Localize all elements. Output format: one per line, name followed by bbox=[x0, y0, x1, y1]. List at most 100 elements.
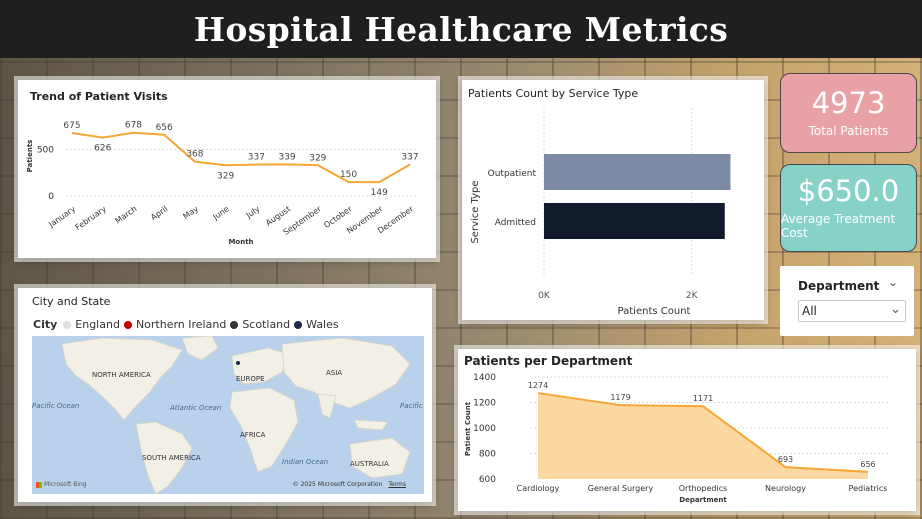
legend-dot-wales bbox=[294, 320, 303, 329]
data-label: 368 bbox=[186, 150, 203, 160]
data-label: 1171 bbox=[693, 394, 713, 403]
dept-chart-card[interactable]: Patients per Department 600 800 1000 1200 14… bbox=[458, 349, 916, 511]
label-australia: AUSTRALIA bbox=[350, 460, 389, 468]
landmass-australia bbox=[349, 437, 411, 479]
legend-title: City bbox=[33, 318, 58, 331]
data-label: 329 bbox=[217, 171, 234, 181]
x-axis-title: Patients Count bbox=[618, 306, 691, 317]
service-chart-title: Patients Count by Service Type bbox=[468, 87, 639, 100]
x-tick-label: January bbox=[46, 204, 77, 229]
x-tick-label: March bbox=[113, 204, 138, 225]
landmass-indonesia bbox=[353, 419, 389, 431]
label-indian: Indian Ocean bbox=[282, 458, 328, 466]
landmass-asia bbox=[281, 337, 411, 409]
legend-dot-scotland bbox=[230, 320, 239, 329]
chevron-down-icon[interactable]: ⌄ bbox=[890, 302, 901, 317]
y-tick-label: 0 bbox=[48, 192, 54, 202]
legend-dot-england bbox=[63, 320, 72, 329]
y-tick-label: 1400 bbox=[473, 373, 496, 383]
x-tick-label: Neurology bbox=[765, 484, 806, 493]
chevron-down-icon[interactable]: ⌄ bbox=[888, 275, 899, 289]
total-patients-card: 4973 Total Patients bbox=[780, 73, 917, 153]
x-tick-label: 0K bbox=[538, 291, 551, 301]
avg-cost-label: Average Treatment Cost bbox=[781, 211, 896, 240]
y-axis-title: Patient Count bbox=[464, 401, 472, 456]
x-axis-title: Department bbox=[679, 496, 727, 504]
y-tick-label: 500 bbox=[37, 145, 54, 155]
department-select-value: All bbox=[802, 304, 817, 318]
y-axis-title: Service Type bbox=[470, 180, 481, 243]
visits-chart-card[interactable]: Trend of Patient Visits 0 500 Patients Mont… bbox=[18, 80, 436, 258]
label-atlantic: Atlantic Ocean bbox=[169, 404, 221, 412]
service-chart-card[interactable]: Patients Count by Service Type 0K 2K Outpa… bbox=[462, 80, 764, 320]
dept-area-chart[interactable]: 600 800 1000 1200 1400 1274 1179 1171 693 656 Card… bbox=[458, 349, 916, 511]
data-label: 329 bbox=[309, 153, 326, 163]
terms-link[interactable]: Terms bbox=[388, 481, 406, 488]
data-label: 149 bbox=[371, 188, 388, 198]
series-line bbox=[71, 131, 411, 184]
visits-chart-title: Trend of Patient Visits bbox=[30, 90, 168, 103]
total-patients-label: Total Patients bbox=[808, 123, 889, 138]
y-tick-label: 800 bbox=[479, 450, 496, 460]
label-pacific-right: Pacific bbox=[400, 402, 423, 410]
label-africa: AFRICA bbox=[240, 431, 266, 439]
legend-dot-northern-ireland bbox=[123, 320, 132, 329]
uk-marker bbox=[236, 361, 240, 365]
landmass-india bbox=[317, 393, 337, 419]
avg-cost-card: $650.0 Average Treatment Cost bbox=[780, 164, 917, 252]
attribution-text: © 2025 Microsoft Corporation bbox=[292, 481, 383, 488]
windows-logo-icon bbox=[36, 481, 42, 488]
label-south-america: SOUTH AMERICA bbox=[142, 454, 201, 462]
data-label: 675 bbox=[63, 121, 80, 131]
landmass-south-america bbox=[135, 421, 193, 494]
area-fill bbox=[538, 393, 868, 479]
bing-logo: Microsoft Bing bbox=[36, 481, 87, 488]
service-bar-chart[interactable]: 0K 2K Outpatient Admitted Patients Count Serv… bbox=[462, 80, 764, 320]
slicer-title: Department bbox=[798, 279, 880, 293]
series-line bbox=[537, 392, 869, 473]
bar-outpatient bbox=[544, 154, 731, 190]
page-title: Hospital Healthcare Metrics bbox=[193, 9, 729, 49]
x-tick-label: February bbox=[74, 204, 108, 232]
data-label: 1179 bbox=[610, 393, 630, 402]
dashboard-header: Hospital Healthcare Metrics bbox=[0, 0, 922, 58]
landmass-africa bbox=[229, 387, 299, 473]
x-tick-label: June bbox=[211, 204, 231, 222]
x-axis-title: Month bbox=[228, 238, 253, 246]
legend-item-england: England bbox=[75, 318, 120, 331]
landmass-north-america bbox=[61, 337, 183, 421]
map-attribution: © 2025 Microsoft Corporation Terms bbox=[293, 481, 406, 488]
department-slicer[interactable]: Department ⌄ All ⌄ bbox=[780, 266, 914, 336]
label-europe: EUROPE bbox=[236, 375, 265, 383]
data-label: 678 bbox=[125, 121, 142, 131]
x-tick-label: July bbox=[244, 204, 262, 220]
data-label: 656 bbox=[156, 123, 173, 133]
department-select[interactable]: All ⌄ bbox=[798, 300, 906, 322]
data-label: 1274 bbox=[528, 381, 548, 390]
x-tick-label: May bbox=[181, 204, 200, 221]
data-label: 337 bbox=[248, 153, 265, 163]
y-tick-label: 1200 bbox=[473, 399, 496, 409]
y-tick-label: Admitted bbox=[495, 218, 536, 228]
map-card[interactable]: City and State City England Northern Ire… bbox=[18, 288, 432, 502]
world-map[interactable]: NORTH AMERICA EUROPE ASIA AFRICA SOUTH A… bbox=[32, 336, 424, 494]
landmass-greenland bbox=[181, 336, 219, 361]
y-axis-title: Patients bbox=[26, 140, 34, 173]
x-tick-label: Orthopedics bbox=[679, 484, 728, 493]
bing-brand-text: Microsoft Bing bbox=[44, 481, 87, 488]
x-tick-label: 2K bbox=[686, 291, 699, 301]
map-title: City and State bbox=[32, 295, 111, 308]
map-legend: City England Northern Ireland Scotland W… bbox=[33, 318, 339, 331]
label-pacific-left: Pacific Ocean bbox=[32, 402, 79, 410]
x-tick-label: Cardiology bbox=[517, 484, 560, 493]
y-tick-label: 1000 bbox=[473, 424, 496, 434]
legend-item-wales: Wales bbox=[306, 318, 339, 331]
landmass-europe bbox=[231, 347, 289, 385]
legend-item-scotland: Scotland bbox=[242, 318, 291, 331]
legend-item-northern-ireland: Northern Ireland bbox=[135, 318, 227, 331]
data-label: 656 bbox=[860, 460, 875, 469]
label-asia: ASIA bbox=[326, 369, 342, 377]
x-tick-label: General Surgery bbox=[588, 484, 654, 493]
data-label: 337 bbox=[401, 153, 418, 163]
